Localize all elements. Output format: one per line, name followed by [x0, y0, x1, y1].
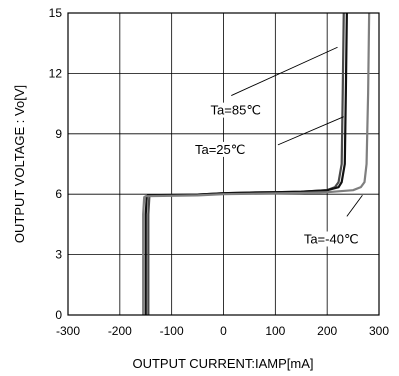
annotation-leader-3	[346, 194, 363, 217]
series-line-3	[142, 13, 371, 315]
y-tick-label: 3	[55, 248, 62, 262]
y-tick-label: 6	[55, 187, 62, 201]
x-tick-label: 100	[265, 324, 285, 338]
x-tick-label: -300	[56, 324, 80, 338]
annotation-label-1: Ta=85℃	[211, 103, 261, 118]
series-layer	[142, 13, 371, 315]
annotation-label-bg	[193, 141, 247, 157]
y-tick-labels: 0 3 6 9 12 15	[49, 6, 63, 322]
annotation-label-3: Ta=-40℃	[304, 231, 359, 246]
x-tick-label: 200	[317, 324, 337, 338]
grid	[68, 13, 379, 315]
y-tick-label: 15	[49, 6, 63, 20]
y-tick-label: 12	[49, 66, 63, 80]
annotation-layer: Ta=85℃ Ta=25℃ Ta=-40℃	[193, 46, 363, 247]
x-tick-labels: -300 -200 -100 0 100 200 300	[56, 324, 389, 338]
x-tick-label: 300	[369, 324, 389, 338]
annotation-label-bg	[209, 102, 262, 118]
y-tick-label: 0	[55, 308, 62, 322]
x-tick-label: -200	[108, 324, 132, 338]
annotation-leader-2	[277, 116, 344, 146]
annotation-label-2: Ta=25℃	[195, 142, 245, 157]
x-axis-title: OUTPUT CURRENT:IAMP[mA]	[132, 356, 313, 371]
y-axis-title: OUTPUT VOLTAGE : Vo[V]	[12, 85, 27, 243]
plot-frame	[67, 12, 380, 316]
y-tick-label: 9	[55, 127, 62, 141]
annotation-label-bg	[302, 231, 360, 247]
annotation-leader-1	[231, 46, 338, 96]
x-tick-label: -100	[160, 324, 184, 338]
x-tick-label: 0	[220, 324, 227, 338]
